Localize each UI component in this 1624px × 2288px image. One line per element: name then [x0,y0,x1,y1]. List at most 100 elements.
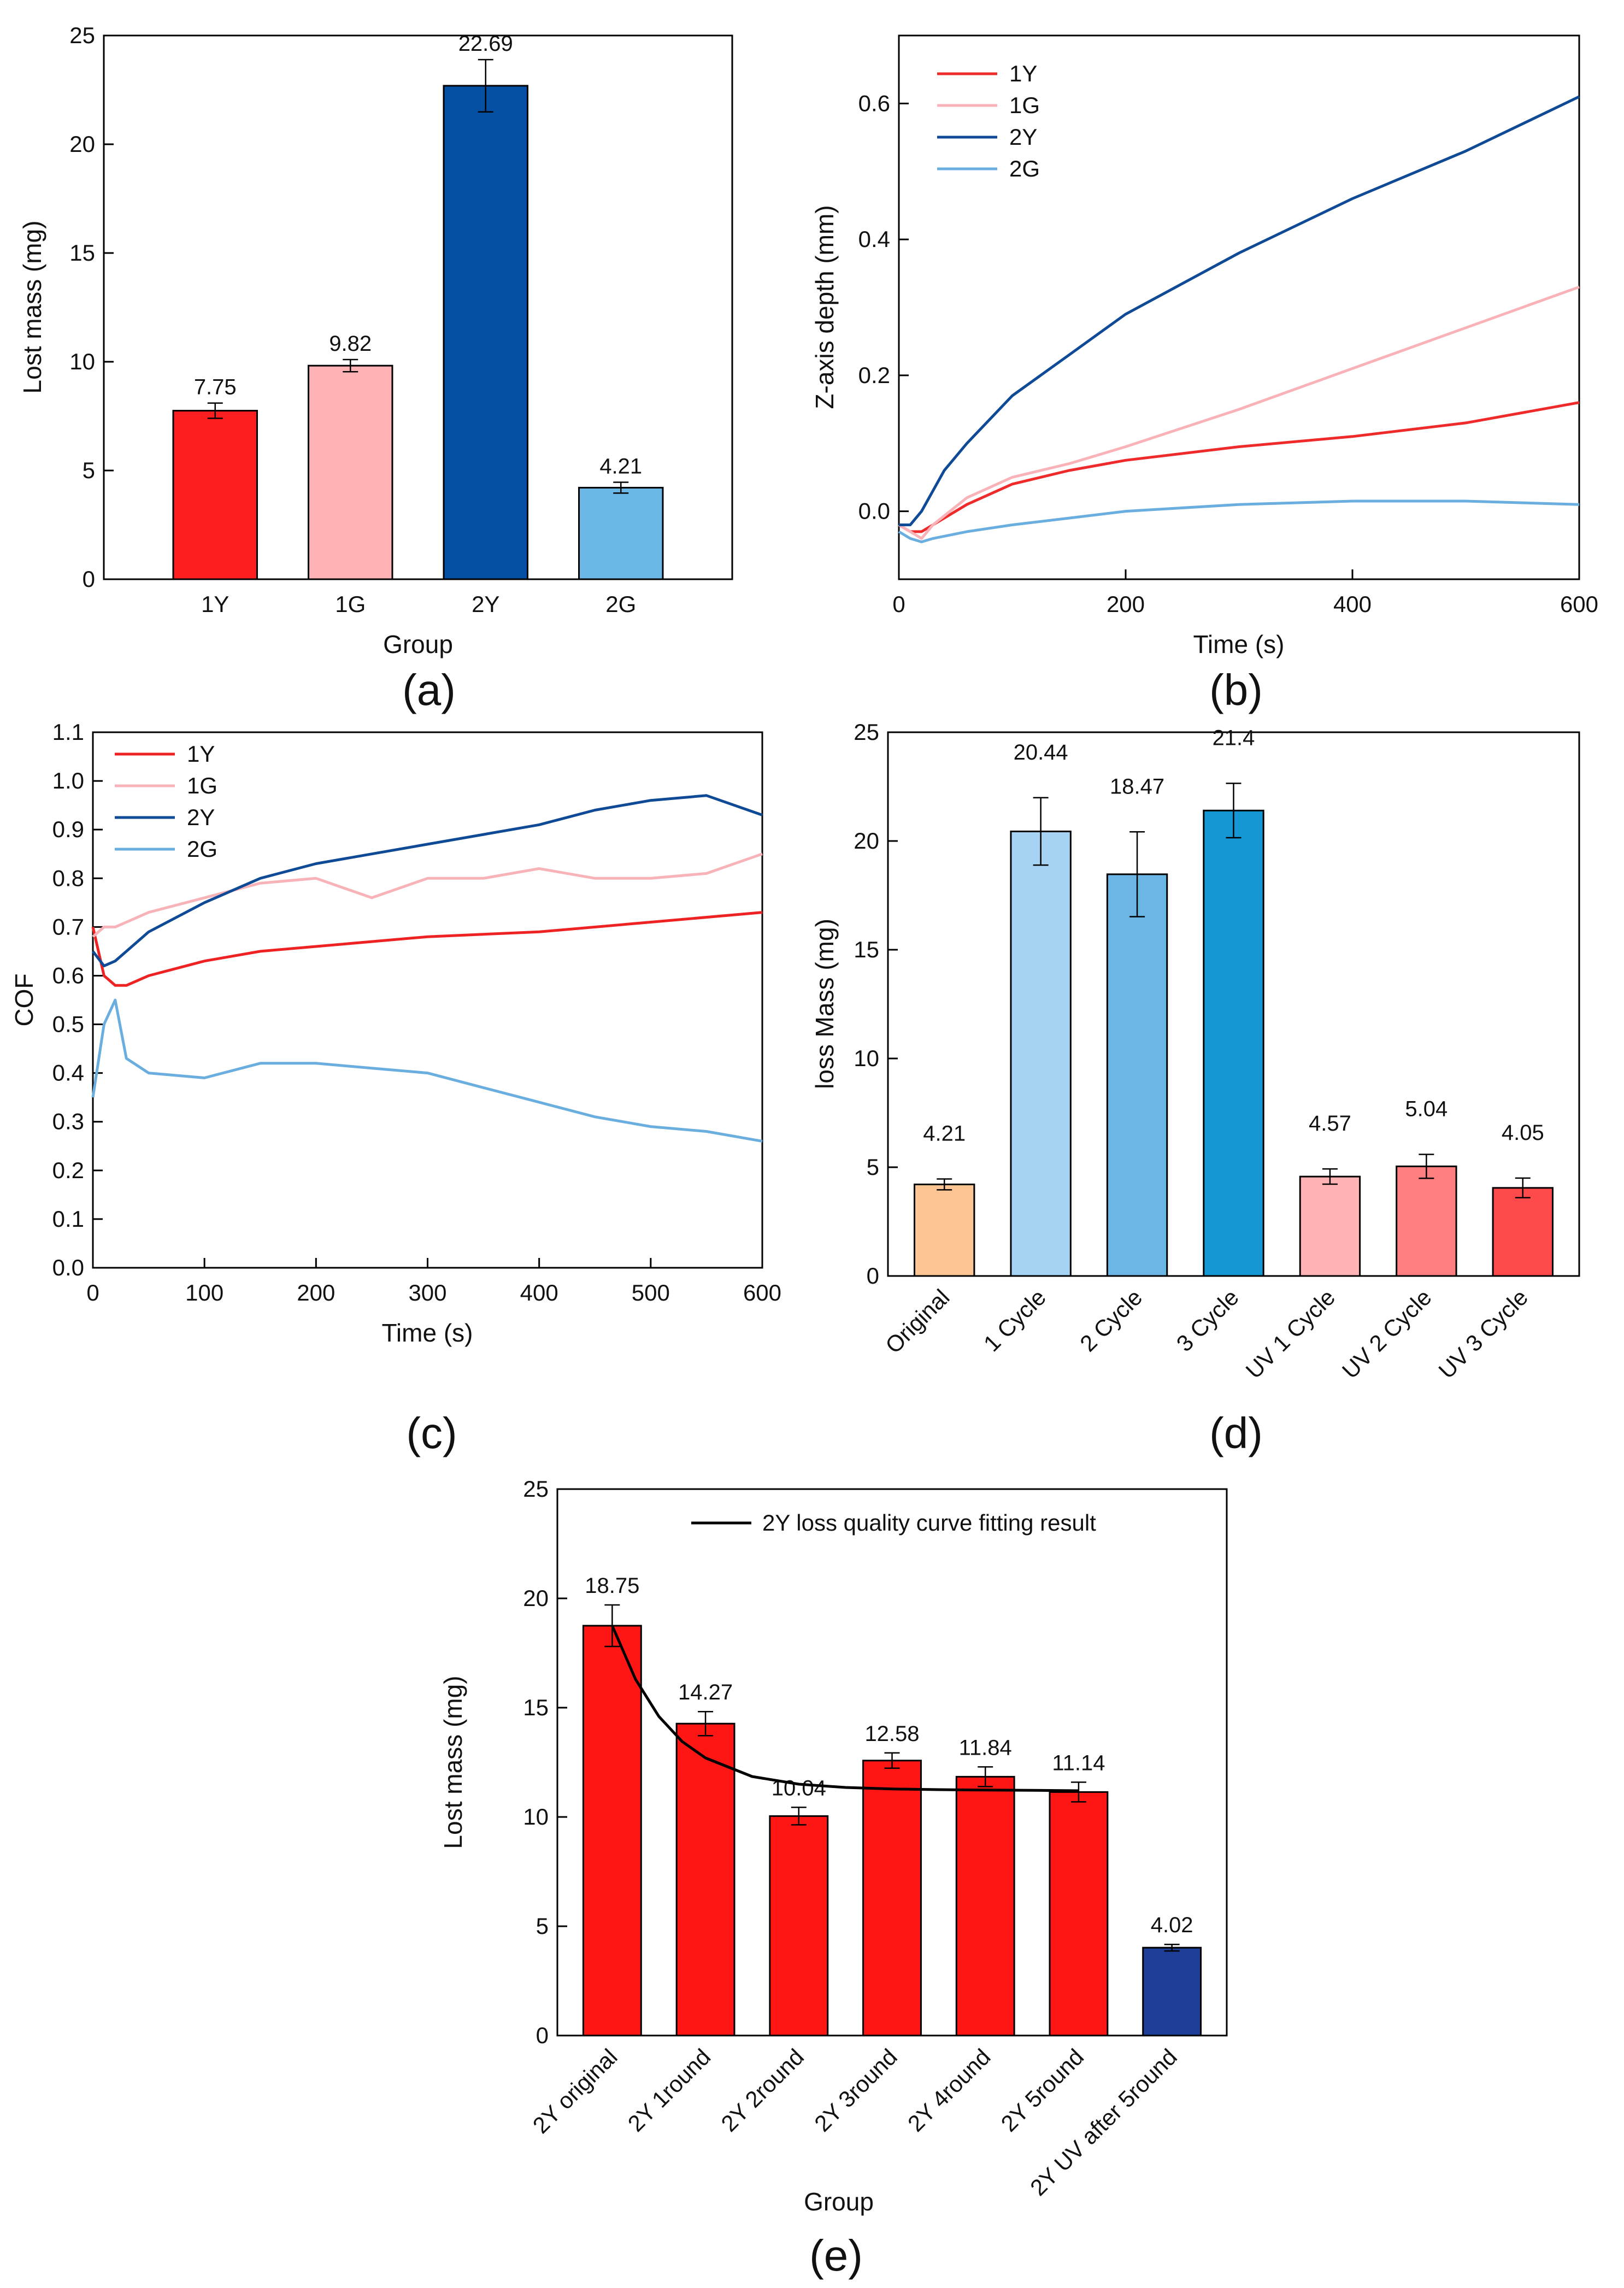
y-tick-label: 15 [854,937,879,962]
x-tick-label: 500 [632,1280,670,1305]
y-tick-label: 20 [854,828,879,854]
y-axis-ticks: 0 5 10 15 20 25 [69,22,114,592]
y-axis-ticks: 0.0 0.2 0.4 0.6 [858,90,909,524]
fit-curve [611,1625,1079,1792]
bar-uv-2-cycle [1396,1165,1457,1277]
bar-2y-5round [1049,1791,1109,2037]
series-lines [898,95,1580,544]
bar-1y [172,410,258,580]
series-line-1y [91,911,763,987]
series-line-2y [899,95,1580,526]
legend-label: 1G [187,773,217,798]
data-label: 12.58 [864,1722,919,1746]
bar-2y-4round [955,1775,1015,2037]
panel-d-bar-chart: 0 5 10 15 20 25 Original 1 Cycle 2 Cycle 3 Cycle… [810,719,1580,1457]
x-tick-label: 0 [892,591,905,617]
y-tick-label: 5 [83,457,95,483]
x-tick-label: UV 3 Cycle [1433,1284,1533,1384]
y-tick-label: 0.2 [858,362,890,388]
bar-uv-1-cycle [1299,1175,1361,1277]
x-axis-ticks: 0 200 400 600 [892,569,1598,617]
y-axis-ticks: 0 5 10 15 20 25 [854,719,898,1289]
y-tick-label: 0.2 [52,1157,84,1183]
x-tick-label: 400 [520,1280,558,1305]
data-label: 22.69 [458,32,513,56]
x-tick-label: 200 [1107,591,1145,617]
bar-2y [443,85,528,580]
bar-2y-original [582,1625,642,2037]
bar-uv-3-cycle [1492,1187,1554,1277]
y-tick-label: 1.1 [52,719,84,745]
legend: 1Y 1G 2Y 2G [937,61,1040,181]
x-tick-label: 2Y 3round [809,2044,902,2137]
bar-3-cycle [1203,809,1264,1277]
y-tick-label: 0 [536,2022,549,2048]
y-tick-label: 0.0 [858,498,890,524]
data-label: 11.84 [959,1736,1012,1760]
y-tick-label: 10 [854,1045,879,1071]
plot-frame [103,34,733,580]
series-lines [91,794,763,1143]
y-tick-label: 0 [867,1263,879,1289]
y-tick-label: 0.9 [52,816,84,842]
legend-label: 2Y loss quality curve fitting result [762,1510,1096,1536]
data-label: 18.75 [585,1574,639,1598]
y-tick-label: 0.0 [52,1255,84,1280]
x-tick-label: 1Y [201,591,229,617]
data-label: 4.02 [1151,1913,1193,1937]
legend-label: 2G [187,836,217,862]
panel-label-e: (e) [809,2231,863,2280]
x-tick-label: UV 1 Cycle [1241,1284,1340,1384]
y-tick-label: 0.8 [52,865,84,891]
y-axis-title: loss Mass (mg) [810,919,839,1089]
x-tick-label: 1G [335,591,366,617]
x-tick-label: 2Y original [528,2044,622,2138]
series-line-1y [898,401,1580,533]
bar-original [914,1183,975,1277]
bar-2y-2round [769,1815,829,2037]
x-axis-title: Group [383,630,453,658]
y-tick-label: 0.6 [52,962,84,988]
data-label: 11.14 [1052,1751,1105,1775]
y-tick-label: 0.7 [52,914,84,939]
x-tick-label: 400 [1333,591,1372,617]
data-label: 4.57 [1309,1111,1351,1136]
series-line-2g [91,998,763,1143]
y-tick-label: 15 [523,1695,549,1720]
x-tick-label: 200 [297,1280,335,1305]
data-label: 4.05 [1502,1121,1544,1145]
legend-label: 1G [1009,92,1040,118]
legend-label: 2G [1009,156,1040,181]
x-tick-label: Original [880,1284,955,1358]
bar-2y-uv-after-5round [1142,1946,1202,2037]
x-axis-ticks: 2Y original 2Y 1round 2Y 2round 2Y 3round 2Y… [528,2026,1182,2201]
y-tick-label: 0.4 [52,1060,84,1086]
bars: 7.75 9.82 22.69 4.21 [172,32,664,580]
y-tick-label: 5 [867,1154,879,1180]
x-axis-ticks: 0 100 200 300 400 500 600 [86,1258,781,1305]
y-tick-label: 0.5 [52,1011,84,1037]
y-axis-title: Lost mass (mg) [18,221,46,394]
x-tick-label: 600 [1560,591,1598,617]
x-tick-label: 0 [86,1280,99,1305]
y-tick-label: 0.1 [52,1206,84,1232]
x-tick-label: 2Y 2round [716,2044,809,2137]
bar-1g [308,364,393,580]
x-tick-label: 100 [185,1280,223,1305]
data-label: 5.04 [1405,1097,1448,1121]
legend: 2Y loss quality curve fitting result [691,1510,1096,1536]
panel-label-a: (a) [402,666,456,714]
y-tick-label: 25 [69,22,95,48]
bar-1-cycle [1010,830,1072,1277]
y-tick-label: 5 [536,1913,549,1939]
legend-label: 2Y [187,804,215,830]
panel-label-d: (d) [1209,1409,1263,1457]
y-tick-label: 20 [69,131,95,157]
x-tick-label: 2Y 4round [903,2044,996,2137]
y-tick-label: 10 [523,1804,549,1830]
data-label: 7.75 [194,375,237,399]
y-axis-ticks: 0 5 10 15 20 25 [523,1476,567,2048]
x-tick-label: 2Y 5round [996,2044,1089,2137]
